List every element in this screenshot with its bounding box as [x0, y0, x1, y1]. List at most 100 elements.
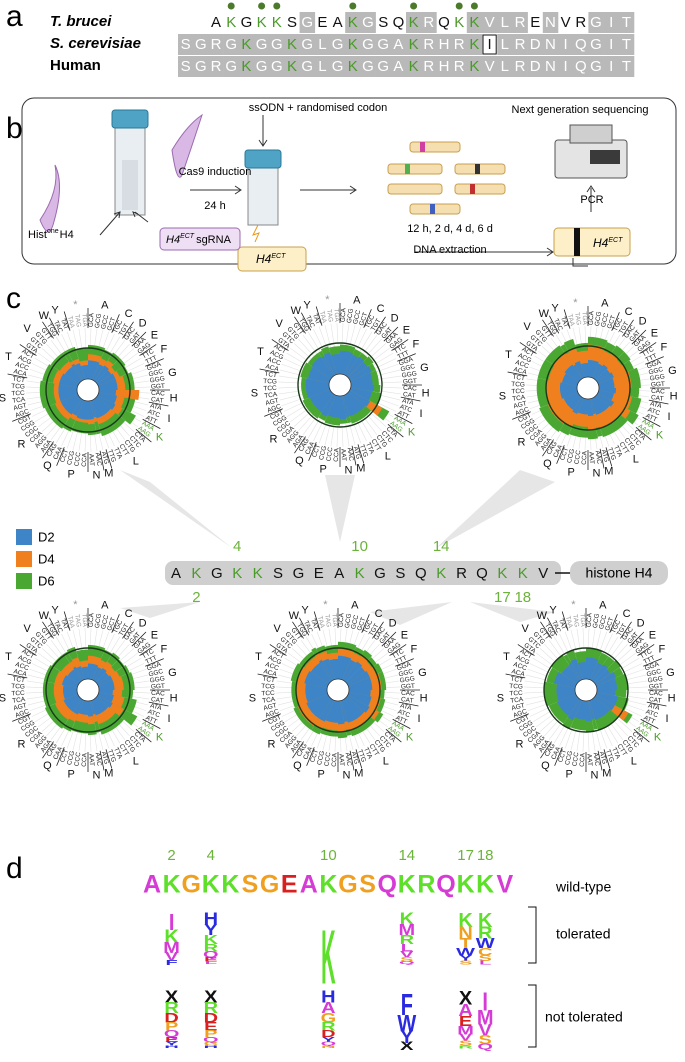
- radial-bar: [60, 394, 82, 415]
- codon-label: GGG: [649, 373, 665, 382]
- group-separator: [56, 747, 65, 766]
- residue: K: [497, 565, 507, 582]
- amino-acid-label: S: [0, 392, 6, 404]
- codon-label: TTA: [610, 747, 622, 761]
- codon-label: GGT: [649, 683, 663, 691]
- amino-acid-label: I: [417, 713, 420, 725]
- amino-acid-label: A: [351, 600, 359, 612]
- codon-label: GCT: [604, 617, 615, 632]
- codon-label: AGC: [512, 708, 528, 719]
- group-separator: [387, 424, 404, 438]
- radial-chart: GCAGCGGCCGCTTGCTGTGACGATGAAGAGTTCTTTGGAG…: [249, 599, 428, 782]
- residue: G: [225, 58, 237, 75]
- codon-label: GGG: [149, 675, 165, 684]
- amino-acid-label: E: [403, 324, 410, 336]
- codon-label: CAT: [402, 391, 415, 400]
- radial-chart: GCAGCGGCCGCTTGCTGTGACGATGAAGAGTTCTTTGGAG…: [497, 599, 676, 782]
- group-separator: [637, 644, 655, 656]
- residue-cell: [603, 56, 620, 77]
- residue-cell: [421, 34, 437, 55]
- codon-label: GGT: [151, 683, 165, 691]
- group-separator: [131, 631, 147, 647]
- position-label: 10: [351, 538, 368, 555]
- amino-acid-label: S: [499, 390, 506, 402]
- amino-acid-label: F: [160, 643, 167, 655]
- group-separator: [505, 673, 526, 679]
- logo-letter: K: [163, 871, 181, 899]
- group-separator: [105, 749, 113, 769]
- sequence-box: [165, 561, 561, 585]
- amino-acid-label: *: [571, 599, 576, 611]
- callouts: [120, 470, 555, 625]
- radial-bar: [568, 662, 581, 681]
- amino-acid-label: Y: [551, 302, 559, 314]
- radial-bar: [343, 391, 366, 417]
- workflow-icons: [39, 109, 631, 272]
- radial-bar: [78, 700, 88, 715]
- amino-acid-label: M: [356, 462, 365, 474]
- amino-acid-label: D: [139, 317, 147, 329]
- amino-acid-label: T: [505, 349, 512, 361]
- radial-bar: [96, 395, 116, 410]
- text: H4: [256, 252, 272, 266]
- logo-letter: N: [321, 1045, 335, 1049]
- logo-letter: S: [359, 871, 376, 899]
- codon-label: ATC: [147, 408, 161, 419]
- residue: K: [232, 565, 242, 582]
- codon-label: GCC: [350, 614, 360, 630]
- residue-cell: [436, 56, 452, 77]
- codon-label: GGA: [146, 661, 163, 673]
- codon-label: ACC: [264, 661, 280, 672]
- codon-label: GCA: [586, 612, 594, 627]
- residue-cell: [330, 34, 346, 55]
- group-separator: [391, 339, 409, 351]
- logo-letter: R: [204, 999, 219, 1016]
- codon-label: TTG: [606, 447, 617, 462]
- site-dot: [258, 2, 266, 10]
- radial-bar: [97, 373, 116, 386]
- codon-label: TTA: [362, 747, 374, 761]
- centre: [576, 376, 600, 400]
- codon-label: ATA: [649, 400, 663, 410]
- group-separator: [519, 342, 537, 354]
- radial-bar: [73, 666, 83, 681]
- codon-label: AGC: [264, 708, 280, 719]
- radial-bar: [574, 361, 585, 379]
- radial-bar: [80, 365, 88, 380]
- radial-bar: [318, 699, 334, 722]
- amino-acid-label: N: [592, 467, 600, 479]
- radial-bar: [74, 363, 85, 381]
- radial-bar: [349, 387, 373, 401]
- residue: L: [318, 58, 326, 75]
- codon-label: GCC: [600, 312, 610, 328]
- residue-cell: [603, 12, 620, 33]
- radial-bar: [98, 378, 118, 390]
- group-separator: [611, 312, 620, 331]
- residue: G: [377, 36, 389, 53]
- residue-cell: [482, 56, 498, 77]
- text: H4: [166, 234, 180, 246]
- amino-acid-label: T: [5, 351, 12, 363]
- group-separator: [597, 750, 603, 771]
- group-separator: [56, 447, 65, 466]
- residue-cell: [254, 34, 270, 55]
- residue: K: [348, 14, 358, 31]
- residue-cell: [360, 12, 376, 33]
- group-separator: [259, 368, 280, 374]
- radial-bar: [344, 661, 363, 683]
- group-separator: [294, 316, 306, 334]
- legend-swatch: [16, 551, 32, 567]
- amino-acid-label: A: [353, 295, 361, 307]
- radial-chart: GCAGCGGCCGCTTGCTGTGACGATGAAGAGTTCTTTGGAG…: [0, 299, 178, 482]
- reference-circle: [545, 345, 631, 431]
- radial-bar: [94, 365, 109, 383]
- radial-bar: [570, 658, 583, 681]
- codon-label: ACA: [13, 668, 28, 678]
- codon-label: ATG: [598, 751, 608, 765]
- codon-label: TCT: [12, 676, 26, 685]
- logo-letter: X: [165, 986, 179, 1006]
- radial-bar: [347, 361, 368, 379]
- residue-cell: [284, 34, 300, 55]
- logo-letter: G: [181, 871, 200, 899]
- logo-letter: H: [321, 986, 335, 1006]
